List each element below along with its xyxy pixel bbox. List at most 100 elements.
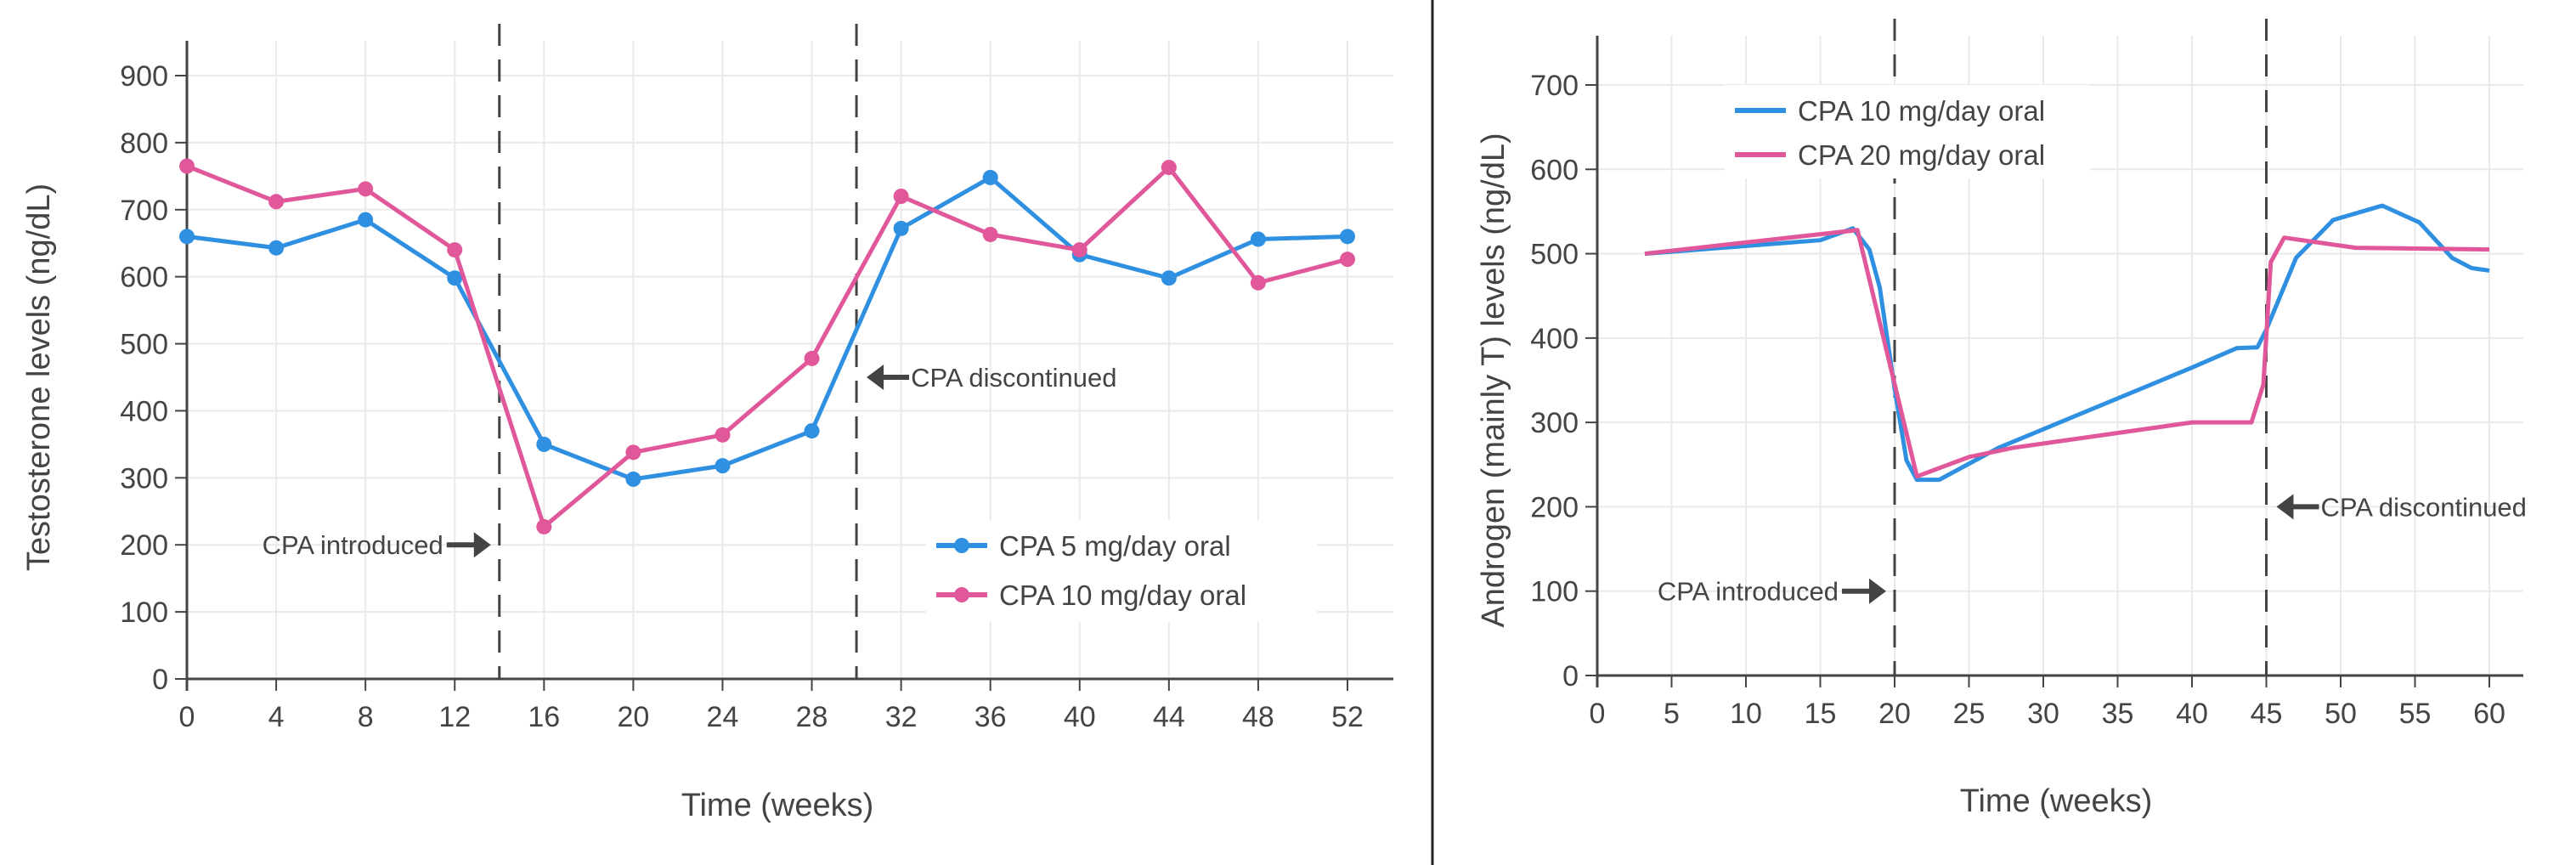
legend: CPA 10 mg/day oral CPA 20 mg/day oral <box>1725 85 2090 178</box>
x-tick-label: 0 <box>1590 698 1606 730</box>
data-point <box>1161 270 1177 286</box>
y-tick-label: 0 <box>1562 660 1579 693</box>
data-point <box>1071 242 1087 258</box>
x-tick-label: 28 <box>796 701 828 733</box>
x-tick-label: 30 <box>2027 698 2059 730</box>
series-line <box>1644 228 2490 479</box>
y-tick-label: 200 <box>120 529 168 562</box>
data-point <box>536 436 552 452</box>
x-tick-label: 45 <box>2251 698 2283 730</box>
x-tick-label: 4 <box>268 701 285 733</box>
x-tick-label: 20 <box>617 701 649 733</box>
data-point <box>715 427 731 443</box>
legend: CPA 5 mg/day oral CPA 10 mg/day oral <box>926 520 1317 622</box>
data-point <box>1250 274 1266 291</box>
series-line <box>1644 203 2490 483</box>
data-point <box>1250 231 1266 247</box>
data-point <box>358 181 374 197</box>
x-tick-label: 55 <box>2399 698 2432 730</box>
data-point <box>1340 252 1355 268</box>
data-point <box>1340 229 1355 245</box>
x-tick-label: 48 <box>1242 701 1274 733</box>
x-tick-label: 24 <box>707 701 739 733</box>
x-tick-label: 25 <box>1953 698 1986 730</box>
data-point <box>804 423 820 439</box>
legend-background <box>926 520 1317 622</box>
annotation-label: CPA discontinued <box>911 363 1116 393</box>
arrow-right-icon <box>1869 578 1886 604</box>
data-point <box>982 169 998 185</box>
y-tick-label: 700 <box>1530 70 1579 102</box>
series-line <box>186 175 1348 482</box>
y-tick-label: 300 <box>1530 407 1579 439</box>
y-tick-label: 700 <box>120 195 168 227</box>
x-tick-label: 5 <box>1664 698 1680 730</box>
y-tick-label: 0 <box>152 664 168 696</box>
data-point <box>447 270 463 286</box>
data-point <box>1161 160 1177 176</box>
y-tick-label: 100 <box>120 596 168 629</box>
data-point <box>268 240 285 256</box>
x-tick-label: 16 <box>528 701 560 733</box>
chart-left-testosterone: 0 4 8 12 16 20 24 28 32 36 40 44 48 52010020030040050… <box>21 24 1393 823</box>
legend-label: CPA 10 mg/day oral <box>1798 95 2045 127</box>
y-tick-label: 200 <box>1530 491 1579 523</box>
data-point <box>447 242 463 258</box>
data-point <box>982 226 998 242</box>
chart-right-androgen: 0 5 10 15 20 25 30 35 40 45 50 55 600100200300400500… <box>1476 19 2527 819</box>
x-tick-label: 12 <box>438 701 471 733</box>
x-tick-label: 50 <box>2325 698 2357 730</box>
y-axis-title: Testosterone levels (ng/dL) <box>21 184 57 571</box>
legend-label: CPA 20 mg/day oral <box>1798 139 2045 171</box>
x-tick-label: 35 <box>2102 698 2134 730</box>
x-tick-label: 0 <box>179 701 195 733</box>
x-tick-label: 10 <box>1730 698 1762 730</box>
data-point <box>536 518 552 534</box>
annotation-label: CPA introduced <box>1658 577 1839 607</box>
x-tick-label: 32 <box>885 701 918 733</box>
data-point <box>625 471 641 487</box>
data-point <box>893 189 909 204</box>
data-point <box>625 444 641 461</box>
y-tick-label: 500 <box>120 329 168 361</box>
legend-background <box>1725 85 2090 178</box>
annotation-label: CPA introduced <box>263 530 443 560</box>
y-tick-label: 100 <box>1530 576 1579 608</box>
data-point <box>358 212 374 228</box>
data-point <box>715 458 731 474</box>
data-point <box>179 229 195 245</box>
x-tick-label: 40 <box>2176 698 2208 730</box>
x-tick-label: 36 <box>974 701 1007 733</box>
legend-label: CPA 10 mg/day oral <box>999 579 1246 611</box>
y-tick-label: 800 <box>120 127 168 160</box>
annotation-label: CPA discontinued <box>2321 492 2527 522</box>
x-tick-label: 52 <box>1331 701 1364 733</box>
arrow-right-icon <box>473 532 491 558</box>
legend-marker <box>954 538 969 553</box>
data-point <box>893 220 909 236</box>
legend-label: CPA 5 mg/day oral <box>999 530 1231 562</box>
arrow-left-icon <box>2276 494 2294 520</box>
data-point <box>268 194 285 210</box>
y-tick-label: 500 <box>1530 239 1579 271</box>
x-axis-title: Time (weeks) <box>1960 783 2153 819</box>
y-tick-label: 900 <box>120 60 168 93</box>
y-tick-label: 600 <box>1530 154 1579 186</box>
data-point <box>804 350 820 366</box>
y-tick-label: 400 <box>1530 323 1579 355</box>
x-tick-label: 8 <box>358 701 374 733</box>
x-tick-label: 44 <box>1153 701 1185 733</box>
legend-marker <box>954 587 969 602</box>
y-tick-label: 600 <box>120 262 168 294</box>
data-point <box>179 158 195 174</box>
y-tick-label: 400 <box>120 395 168 427</box>
x-axis-title: Time (weeks) <box>681 788 874 823</box>
x-tick-label: 20 <box>1878 698 1911 730</box>
y-tick-label: 300 <box>120 462 168 495</box>
x-tick-label: 40 <box>1064 701 1096 733</box>
y-axis-title: Androgen (mainly T) levels (ng/dL) <box>1476 133 1511 627</box>
series-line <box>186 164 1348 529</box>
x-tick-label: 60 <box>2473 698 2505 730</box>
x-tick-label: 15 <box>1805 698 1837 730</box>
